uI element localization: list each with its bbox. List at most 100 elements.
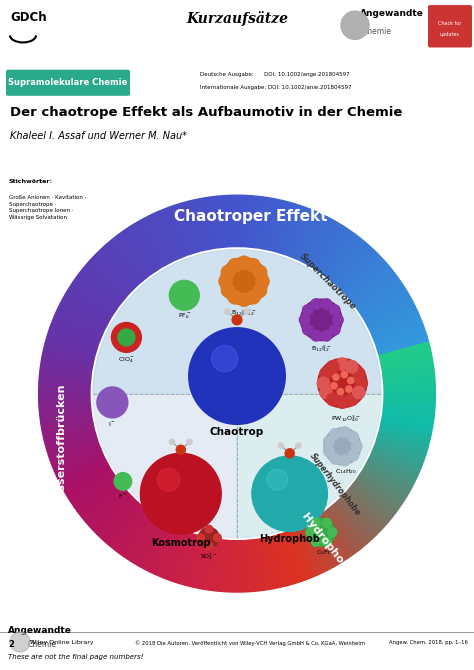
Polygon shape xyxy=(105,502,142,544)
Circle shape xyxy=(157,468,180,491)
Polygon shape xyxy=(99,498,137,538)
Polygon shape xyxy=(259,537,270,590)
Circle shape xyxy=(348,450,359,461)
Polygon shape xyxy=(289,529,311,579)
Text: Hydrophober Effekt: Hydrophober Effekt xyxy=(301,511,384,614)
Polygon shape xyxy=(212,538,221,591)
Polygon shape xyxy=(277,203,294,254)
Polygon shape xyxy=(293,210,316,260)
Polygon shape xyxy=(310,222,339,269)
Circle shape xyxy=(311,330,321,341)
Polygon shape xyxy=(116,509,150,553)
Polygon shape xyxy=(350,483,393,519)
Polygon shape xyxy=(314,225,345,271)
Polygon shape xyxy=(93,250,381,394)
Circle shape xyxy=(205,525,213,533)
Polygon shape xyxy=(135,222,164,269)
Polygon shape xyxy=(379,424,431,438)
Text: ClO$_4^-$: ClO$_4^-$ xyxy=(118,355,135,364)
Polygon shape xyxy=(273,534,289,586)
Circle shape xyxy=(221,265,235,279)
Circle shape xyxy=(321,299,332,310)
Polygon shape xyxy=(237,195,240,248)
Polygon shape xyxy=(71,474,116,505)
Polygon shape xyxy=(333,502,370,543)
Polygon shape xyxy=(134,519,163,565)
Circle shape xyxy=(244,309,249,314)
Text: Der chaotrope Effekt als Aufbaumotiv in der Chemie: Der chaotrope Effekt als Aufbaumotiv in … xyxy=(10,106,402,119)
Text: Khaleel I. Assaf und Werner M. Nau*: Khaleel I. Assaf und Werner M. Nau* xyxy=(10,131,187,141)
Polygon shape xyxy=(371,448,421,471)
Text: Superchaotrope: Superchaotrope xyxy=(298,251,358,311)
Circle shape xyxy=(322,519,331,527)
Polygon shape xyxy=(271,535,286,586)
Polygon shape xyxy=(382,406,435,414)
Polygon shape xyxy=(119,232,152,277)
Polygon shape xyxy=(283,531,302,582)
Circle shape xyxy=(306,528,315,537)
Polygon shape xyxy=(75,277,119,310)
Polygon shape xyxy=(53,318,102,340)
Polygon shape xyxy=(376,433,428,452)
Circle shape xyxy=(333,374,339,381)
Polygon shape xyxy=(42,356,94,368)
Polygon shape xyxy=(154,526,178,575)
Polygon shape xyxy=(368,455,417,480)
Polygon shape xyxy=(383,391,436,394)
Circle shape xyxy=(355,377,367,389)
Polygon shape xyxy=(228,539,233,592)
Polygon shape xyxy=(160,210,182,259)
Circle shape xyxy=(252,456,328,531)
Polygon shape xyxy=(44,427,96,443)
Polygon shape xyxy=(382,404,435,411)
Circle shape xyxy=(324,436,334,447)
Polygon shape xyxy=(372,318,421,340)
Polygon shape xyxy=(328,505,365,548)
Polygon shape xyxy=(249,196,256,249)
Polygon shape xyxy=(239,195,244,248)
Circle shape xyxy=(140,454,221,534)
Polygon shape xyxy=(378,342,429,358)
Polygon shape xyxy=(263,198,276,251)
Polygon shape xyxy=(72,281,117,314)
Polygon shape xyxy=(308,220,336,267)
Polygon shape xyxy=(380,421,432,435)
Polygon shape xyxy=(46,336,98,353)
Circle shape xyxy=(253,284,267,297)
Polygon shape xyxy=(46,433,98,451)
Polygon shape xyxy=(361,469,407,498)
Polygon shape xyxy=(268,200,282,252)
Circle shape xyxy=(327,360,339,373)
Polygon shape xyxy=(95,253,135,291)
Polygon shape xyxy=(93,494,133,533)
Circle shape xyxy=(328,528,337,537)
Polygon shape xyxy=(261,198,273,251)
Polygon shape xyxy=(255,538,264,590)
Polygon shape xyxy=(275,534,292,585)
Polygon shape xyxy=(107,242,143,284)
Polygon shape xyxy=(54,315,103,338)
Polygon shape xyxy=(323,510,356,554)
Polygon shape xyxy=(38,392,91,395)
Polygon shape xyxy=(93,255,133,293)
Polygon shape xyxy=(188,535,203,586)
Polygon shape xyxy=(48,438,99,456)
Text: C$_6$F$_{12}$: C$_6$F$_{12}$ xyxy=(316,548,334,557)
Polygon shape xyxy=(383,379,435,385)
Circle shape xyxy=(219,275,232,288)
Polygon shape xyxy=(121,230,154,275)
Text: These are not the final page numbers!: These are not the final page numbers! xyxy=(8,654,143,660)
Circle shape xyxy=(10,632,30,652)
Text: Große Anionen · Kavitation ·
Superchaotrope ·
Superchaotrope Ionen ·
Wässrige So: Große Anionen · Kavitation · Superchaotr… xyxy=(9,195,86,220)
Polygon shape xyxy=(243,539,248,592)
Polygon shape xyxy=(257,537,267,590)
Polygon shape xyxy=(114,508,148,551)
Polygon shape xyxy=(180,533,197,584)
Circle shape xyxy=(333,315,343,325)
Polygon shape xyxy=(382,409,434,417)
Circle shape xyxy=(337,389,344,395)
Polygon shape xyxy=(314,516,345,562)
Polygon shape xyxy=(382,411,434,419)
Circle shape xyxy=(211,345,238,372)
Polygon shape xyxy=(354,479,398,513)
